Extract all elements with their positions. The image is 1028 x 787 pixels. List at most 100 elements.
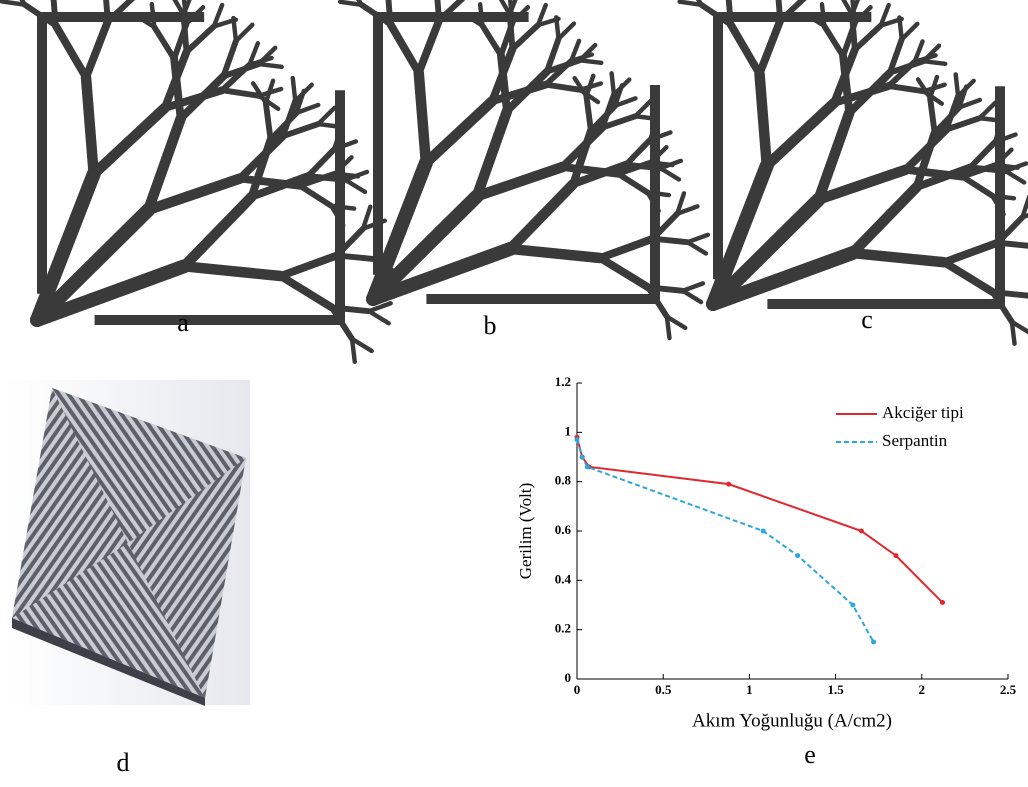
channel <box>661 168 679 179</box>
channel <box>956 74 958 96</box>
channel <box>236 25 252 41</box>
x-tick-label: 0 <box>574 682 581 697</box>
channel <box>480 4 482 25</box>
channel <box>1012 322 1015 344</box>
channel <box>510 184 573 249</box>
point <box>795 553 800 558</box>
legend-label: Serpantin <box>882 431 948 450</box>
channel <box>56 25 86 77</box>
channel <box>300 186 331 206</box>
channel <box>352 339 355 362</box>
x-tick-label: 1.5 <box>827 682 844 697</box>
y-axis-label: Gerilim (Volt) <box>516 483 535 579</box>
channel <box>187 27 214 52</box>
channel <box>281 276 332 307</box>
channel <box>53 0 56 25</box>
channel <box>635 116 656 119</box>
point <box>761 529 766 534</box>
channel <box>683 291 701 302</box>
channel <box>760 74 767 166</box>
point <box>893 553 898 558</box>
channel <box>426 101 492 163</box>
channel <box>651 162 672 165</box>
channel <box>369 311 389 323</box>
channel <box>94 108 165 174</box>
y-tick-label: 1 <box>565 423 572 438</box>
channel <box>335 174 358 177</box>
channel <box>962 177 992 196</box>
channel <box>266 103 271 140</box>
x-tick-label: 2 <box>919 682 926 697</box>
channel <box>944 262 993 292</box>
channel <box>222 90 259 96</box>
plate-render <box>5 380 250 706</box>
channel <box>332 307 369 311</box>
channel <box>510 249 600 258</box>
channel <box>824 26 843 56</box>
channel <box>580 83 601 89</box>
point <box>850 603 855 608</box>
point <box>585 464 590 469</box>
channel <box>731 25 760 74</box>
point <box>580 455 585 460</box>
y-tick-label: 0.4 <box>555 571 572 586</box>
channel <box>154 27 174 59</box>
figure: a b c d e Akım Yoğunluğu (A/cm2) Gerilim… <box>0 0 1028 787</box>
channel <box>852 187 916 253</box>
channel <box>618 174 647 193</box>
channel <box>683 283 703 290</box>
channel <box>760 21 781 74</box>
channel <box>688 235 708 242</box>
channel <box>281 255 338 276</box>
channel <box>184 15 187 52</box>
channel <box>855 26 881 50</box>
channel <box>512 25 537 49</box>
channel <box>924 85 945 91</box>
channel <box>388 0 391 24</box>
channel <box>600 239 653 258</box>
y-tick-label: 1.2 <box>555 374 571 389</box>
channel <box>293 78 296 101</box>
channel <box>419 20 439 72</box>
channel <box>184 266 281 276</box>
panel-label: e <box>804 740 816 769</box>
point <box>940 600 945 605</box>
panel-label: d <box>117 748 130 777</box>
channel <box>902 24 918 39</box>
panel-label: b <box>484 311 497 340</box>
point <box>726 482 731 487</box>
channel <box>580 60 601 63</box>
channel <box>318 108 334 124</box>
x-tick-label: 0.5 <box>655 682 672 697</box>
channel <box>944 243 998 263</box>
channel <box>337 255 374 259</box>
x-tick-label: 2.5 <box>1000 682 1017 697</box>
y-tick-label: 0 <box>565 670 572 685</box>
channel <box>728 0 731 25</box>
y-tick-label: 0.6 <box>555 522 572 537</box>
channel <box>998 243 1028 247</box>
legend-label: Akciğer tipi <box>882 403 964 422</box>
channel <box>419 73 426 163</box>
channel <box>980 103 996 118</box>
series-line <box>577 437 942 602</box>
channel <box>822 4 824 26</box>
channel <box>152 4 155 27</box>
channel <box>635 101 650 116</box>
channel <box>184 197 252 267</box>
channel <box>980 118 1002 121</box>
channel <box>86 77 94 174</box>
point <box>859 529 864 534</box>
point <box>871 640 876 645</box>
y-tick-label: 0.2 <box>555 621 571 636</box>
channel <box>559 24 574 39</box>
channel <box>345 180 365 192</box>
channel <box>852 14 855 49</box>
channel <box>546 85 580 90</box>
channel <box>259 64 282 67</box>
channel <box>482 26 500 55</box>
panel-label: a <box>177 308 189 337</box>
channel <box>1005 171 1024 182</box>
channel <box>390 24 418 72</box>
channel <box>653 239 688 242</box>
